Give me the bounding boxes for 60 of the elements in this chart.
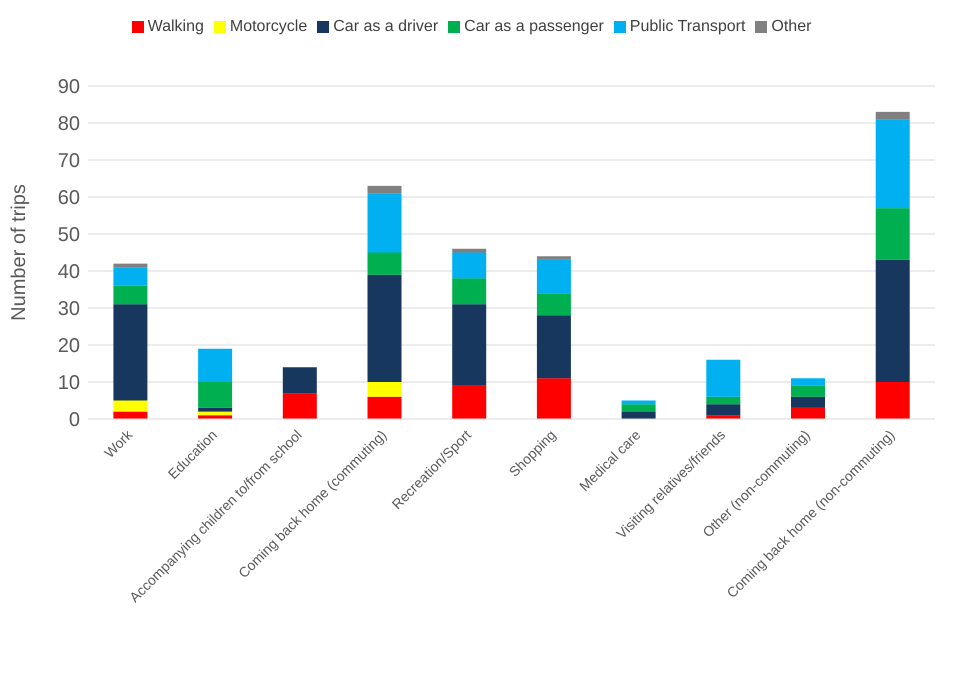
bar xyxy=(706,404,740,416)
y-tick-label: 0 xyxy=(68,409,80,432)
legend-label: Car as a passenger xyxy=(464,18,604,35)
bar xyxy=(876,382,910,419)
bar xyxy=(706,396,740,404)
bar xyxy=(791,386,826,397)
bar xyxy=(452,304,486,386)
bar xyxy=(876,119,910,208)
y-tick-label: 60 xyxy=(58,187,80,210)
bar xyxy=(368,186,402,194)
bar xyxy=(452,252,486,278)
bar xyxy=(622,400,656,404)
bar xyxy=(876,208,910,260)
bar xyxy=(536,260,571,294)
bar xyxy=(198,408,232,412)
bar xyxy=(536,293,571,316)
bar xyxy=(113,304,148,400)
y-tick-label: 90 xyxy=(58,76,80,98)
bar xyxy=(198,412,232,416)
bar xyxy=(452,278,486,304)
y-axis-title: Number of trips xyxy=(8,184,30,321)
bar xyxy=(198,382,232,408)
legend-label: Car as a driver xyxy=(333,18,438,35)
legend-label: Public Transport xyxy=(630,18,746,35)
y-tick-label: 30 xyxy=(58,298,80,320)
legend-label: Motorcycle xyxy=(230,18,308,35)
bar xyxy=(368,274,402,382)
bar xyxy=(791,396,826,408)
bar xyxy=(452,386,486,419)
bar xyxy=(791,378,826,386)
bar xyxy=(452,248,486,252)
bar xyxy=(113,286,148,304)
y-tick-label: 10 xyxy=(58,372,80,394)
bar xyxy=(622,404,656,412)
y-tick-label: 70 xyxy=(58,150,80,172)
bar xyxy=(282,367,317,394)
bar xyxy=(706,360,740,397)
bar xyxy=(368,382,402,397)
bar xyxy=(791,408,826,419)
legend-label: Other xyxy=(771,18,812,35)
bar xyxy=(536,378,571,419)
bar xyxy=(876,260,910,382)
bar xyxy=(113,400,148,412)
bar xyxy=(622,412,656,419)
bar xyxy=(368,396,402,419)
legend-label: Walking xyxy=(148,18,204,35)
bar xyxy=(368,252,402,275)
y-tick-label: 50 xyxy=(58,224,80,246)
y-tick-label: 40 xyxy=(58,261,80,284)
bar xyxy=(876,112,910,120)
bar xyxy=(113,412,148,419)
y-tick-label: 80 xyxy=(58,113,80,136)
bar xyxy=(198,348,232,382)
y-tick-label: 20 xyxy=(58,335,80,358)
bar xyxy=(113,267,148,286)
bar xyxy=(282,393,317,419)
bar xyxy=(536,256,571,260)
bar xyxy=(536,315,571,378)
bar xyxy=(368,193,402,252)
bar xyxy=(113,264,148,268)
